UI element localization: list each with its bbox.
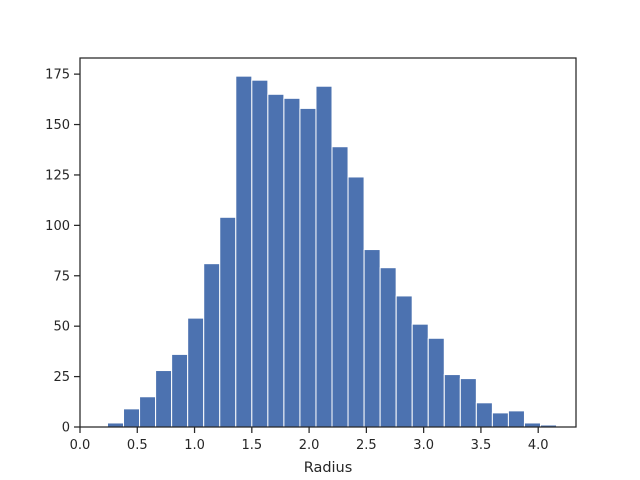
histogram-bar: [187, 317, 205, 428]
y-tick-label: 175: [45, 68, 70, 83]
x-tick-label: 3.5: [471, 438, 492, 453]
histogram-bar: [139, 396, 157, 428]
y-tick-label: 50: [53, 320, 70, 335]
histogram-bar: [171, 353, 189, 428]
y-tick-label: 75: [53, 269, 70, 284]
histogram-bar: [411, 323, 429, 428]
x-tick-label: 0.5: [127, 438, 148, 453]
y-tick-label: 100: [45, 219, 70, 234]
x-tick-label: 2.5: [356, 438, 377, 453]
x-tick-label: 4.0: [528, 438, 549, 453]
histogram-bar: [203, 263, 221, 428]
y-tick-label: 150: [45, 118, 70, 133]
histogram-bar: [459, 378, 477, 428]
histogram-bar: [363, 249, 381, 428]
plot-frame: [79, 57, 577, 428]
x-tick-label: 0.0: [70, 438, 91, 453]
histogram-bar: [299, 107, 317, 428]
x-tick-label: 2.0: [299, 438, 320, 453]
histogram-bar: [347, 176, 365, 428]
histogram-bar: [251, 79, 269, 428]
histogram-bar: [379, 267, 397, 428]
histogram-bar: [331, 146, 349, 428]
x-tick-label: 3.0: [413, 438, 434, 453]
histogram-bar: [283, 97, 301, 428]
histogram-bar: [491, 412, 509, 428]
y-tick-label: 25: [53, 370, 70, 385]
histogram-bar: [475, 402, 493, 428]
x-tick-label: 1.5: [241, 438, 262, 453]
x-axis-label: Radius: [304, 460, 353, 476]
histogram-bar: [155, 370, 173, 428]
histogram-bar: [315, 85, 333, 428]
y-tick-label: 0: [62, 421, 70, 436]
histogram-bar: [123, 408, 141, 428]
histogram-bar: [395, 295, 413, 428]
histogram-bar: [443, 374, 461, 428]
histogram-bar: [267, 93, 285, 428]
y-axis-ticks: 0 25 50 75 100 125 150 175: [45, 68, 80, 436]
y-tick-label: 125: [45, 168, 70, 183]
histogram-bar: [235, 75, 253, 428]
x-axis-ticks: 0.0 0.5 1.0 1.5 2.0 2.5 3.0 3.5 4.0: [70, 427, 549, 453]
x-tick-label: 1.0: [184, 438, 205, 453]
histogram-bar: [507, 410, 525, 428]
histogram-bars: [106, 75, 558, 428]
histogram-bar: [219, 216, 237, 428]
histogram-bar: [427, 337, 445, 428]
